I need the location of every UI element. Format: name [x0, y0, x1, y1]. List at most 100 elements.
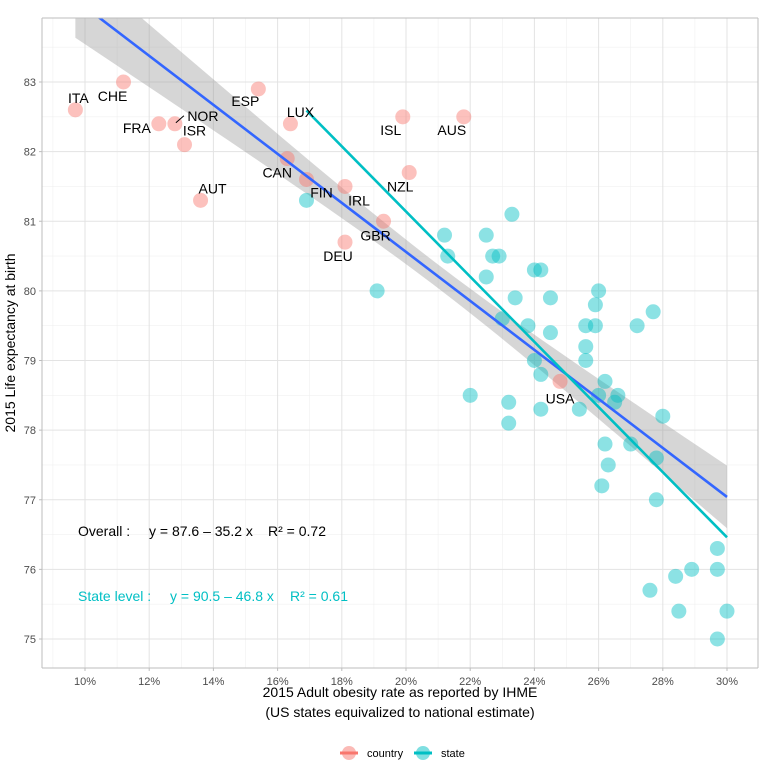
state-point[interactable]: [597, 436, 613, 452]
state-point[interactable]: [462, 387, 478, 403]
state-point[interactable]: [645, 304, 661, 320]
state-point[interactable]: [623, 436, 639, 452]
state-point[interactable]: [298, 192, 314, 208]
state-point[interactable]: [648, 450, 664, 466]
state-point[interactable]: [533, 366, 549, 382]
state-point[interactable]: [597, 373, 613, 389]
state-point[interactable]: [668, 568, 684, 584]
state-point[interactable]: [504, 206, 520, 222]
state-point[interactable]: [709, 561, 725, 577]
state-point[interactable]: [587, 297, 603, 313]
state-point[interactable]: [485, 248, 501, 264]
nor-label-leader: [175, 115, 185, 124]
state-point[interactable]: [629, 318, 645, 334]
country-label-aus: AUS: [437, 122, 466, 138]
overall-annotation-r2: R² = 0.72: [268, 523, 326, 539]
state-point[interactable]: [526, 353, 542, 368]
country-point-nzl[interactable]: [401, 165, 417, 181]
state-point[interactable]: [709, 540, 725, 556]
state-point[interactable]: [520, 318, 536, 334]
y-tick-label: 79: [24, 356, 36, 368]
state-point[interactable]: [578, 339, 594, 355]
state-point[interactable]: [591, 283, 607, 299]
state-point[interactable]: [587, 318, 603, 334]
country-point-isr[interactable]: [177, 137, 193, 153]
state-point[interactable]: [533, 401, 549, 417]
axes: 10% 12% 14% 16% 18% 20% 22% 24% 26% 28% 30% 75 76 77 7…: [24, 17, 759, 688]
state-point[interactable]: [709, 631, 725, 647]
state-point[interactable]: [501, 415, 517, 431]
y-tick-label: 81: [24, 216, 36, 228]
state-point[interactable]: [600, 457, 616, 473]
overall-annotation-label: Overall :: [78, 523, 130, 539]
state-point[interactable]: [440, 248, 456, 264]
country-point-fra[interactable]: [151, 116, 167, 132]
country-label-lux: LUX: [287, 104, 315, 120]
state-point[interactable]: [491, 248, 507, 264]
country-point-che[interactable]: [116, 74, 132, 90]
state-point[interactable]: [642, 582, 658, 598]
country-point-gbr[interactable]: [376, 213, 392, 229]
legend-item-state[interactable]: state: [414, 746, 465, 760]
state-point[interactable]: [594, 478, 610, 494]
state-point[interactable]: [610, 387, 626, 403]
state-point[interactable]: [478, 227, 494, 243]
state-point[interactable]: [671, 603, 687, 619]
state-point[interactable]: [607, 394, 623, 410]
state-annotation-label: State level :: [78, 588, 151, 604]
country-label-isr: ISR: [183, 123, 206, 139]
x-tick-label: 10%: [74, 676, 96, 688]
country-point-isl[interactable]: [395, 109, 411, 125]
state-point[interactable]: [501, 394, 517, 410]
country-label-irl: IRL: [348, 192, 370, 208]
x-tick-label: 22%: [459, 676, 481, 688]
state-point[interactable]: [542, 290, 558, 306]
country-point-aus[interactable]: [456, 109, 472, 125]
state-point[interactable]: [648, 492, 664, 508]
state-point[interactable]: [533, 262, 549, 278]
country-label-nor: NOR: [187, 108, 218, 124]
plot-panel: [42, 18, 758, 668]
overall-confidence-band: [75, 18, 727, 529]
country-point-aut[interactable]: [193, 192, 209, 208]
points-layer: [67, 74, 735, 647]
state-point[interactable]: [437, 227, 453, 243]
country-point-ita[interactable]: [67, 102, 83, 118]
x-tick-label: 18%: [331, 676, 353, 688]
country-label-usa: USA: [546, 390, 575, 406]
state-point[interactable]: [578, 318, 594, 334]
country-label-isl: ISL: [380, 122, 401, 138]
x-axis-title: 2015 Adult obesity rate as reported by I…: [263, 684, 538, 700]
state-point[interactable]: [542, 325, 558, 341]
state-point[interactable]: [507, 290, 523, 306]
state-point[interactable]: [591, 387, 607, 403]
x-tick-label: 30%: [716, 676, 738, 688]
y-axis-title: 2015 Life expectancy at birth: [2, 253, 18, 432]
state-point[interactable]: [478, 269, 494, 285]
state-fit-line: [305, 109, 728, 539]
country-point-usa[interactable]: [552, 373, 568, 389]
legend-label-country: country: [367, 748, 404, 760]
state-point[interactable]: [719, 603, 735, 619]
x-tick-label: 12%: [138, 676, 160, 688]
state-point[interactable]: [571, 401, 587, 417]
country-point-lux[interactable]: [282, 116, 298, 132]
legend-label-state: state: [441, 748, 465, 760]
y-tick-label: 78: [24, 425, 36, 437]
state-point[interactable]: [369, 283, 385, 299]
country-point-fin[interactable]: [298, 171, 314, 187]
legend: country state: [340, 746, 465, 760]
state-point[interactable]: [578, 353, 594, 368]
state-point[interactable]: [684, 561, 700, 577]
y-tick-label: 82: [24, 147, 36, 159]
country-point-esp[interactable]: [250, 81, 266, 97]
state-point[interactable]: [655, 408, 671, 424]
state-point[interactable]: [526, 262, 542, 278]
legend-item-country[interactable]: country: [340, 746, 404, 760]
country-point-deu[interactable]: [337, 234, 353, 250]
country-point-can[interactable]: [279, 151, 295, 167]
overall-annotation-equation: y = 87.6 – 35.2 x: [149, 523, 253, 539]
x-tick-label: 16%: [267, 676, 289, 688]
country-point-irl[interactable]: [337, 178, 353, 194]
